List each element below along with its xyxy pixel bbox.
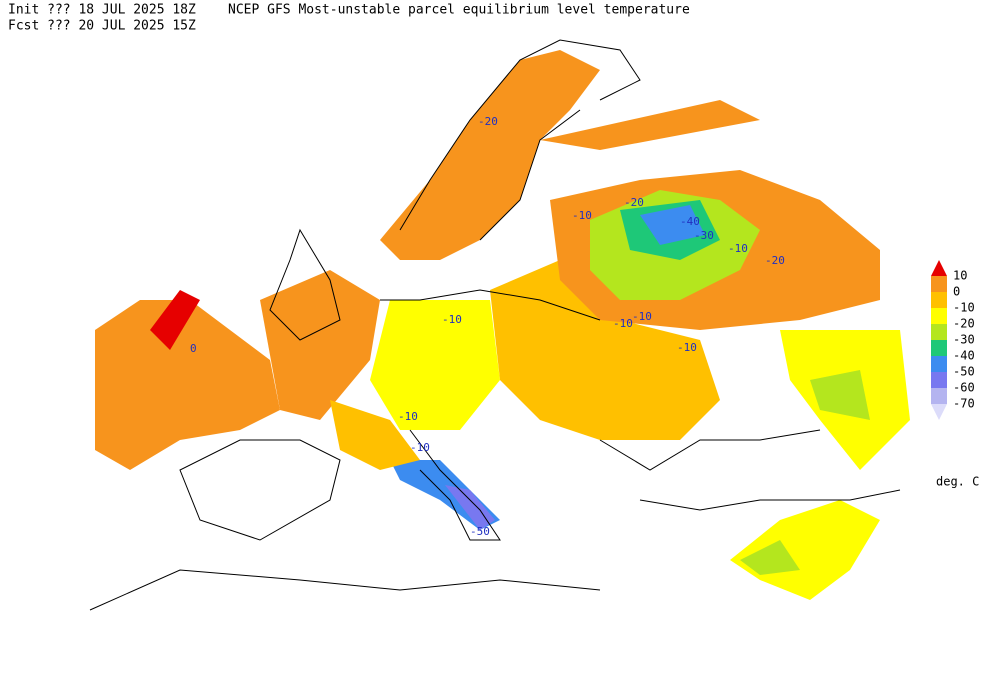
- colorbar-band: [931, 324, 947, 340]
- forecast-time: Fcst ??? 20 JUL 2025 15Z: [8, 19, 196, 34]
- title: NCEP GFS Most-unstable parcel equilibriu…: [228, 3, 690, 18]
- coastline: [380, 289, 601, 321]
- coastline: [269, 228, 341, 341]
- region: [380, 50, 600, 260]
- coastlines: [89, 39, 901, 611]
- colorbar-label: 0: [953, 285, 960, 299]
- region: [260, 270, 380, 420]
- coastline: [89, 569, 601, 611]
- region: [95, 300, 280, 470]
- contour-label: -20: [478, 115, 498, 128]
- colorbar-label: -10: [953, 301, 975, 315]
- region: [150, 290, 200, 350]
- contour-label: -10: [410, 441, 430, 454]
- contour-label: -10: [398, 410, 418, 423]
- colorbar-band: [931, 356, 947, 372]
- contour-label: -50: [470, 525, 490, 538]
- contour-label: -20: [765, 254, 785, 267]
- colorbar-band: [931, 276, 947, 292]
- colorbar-band: [931, 388, 947, 404]
- colorbar-band: [931, 292, 947, 308]
- region: [370, 300, 500, 430]
- contour-label: -10: [677, 341, 697, 354]
- contour-label: -10: [572, 209, 592, 222]
- colorbar-label: -40: [953, 349, 975, 363]
- colorbar-label: -20: [953, 317, 975, 331]
- colorbar-label: -50: [953, 365, 975, 379]
- region: [445, 485, 495, 530]
- colorbar-units: deg. C: [936, 475, 979, 489]
- contour-label: -40: [680, 215, 700, 228]
- region: [330, 400, 420, 470]
- coastline: [599, 429, 821, 471]
- init-time: Init ??? 18 JUL 2025 18Z: [8, 3, 196, 18]
- region: [730, 500, 880, 600]
- region: [740, 540, 800, 575]
- region: [640, 205, 705, 245]
- coastline: [179, 439, 341, 541]
- colorbar-label: 10: [953, 269, 967, 283]
- region: [540, 100, 760, 150]
- colorbar: 10 0 -10 -20 -30 -40 -50 -60 -70: [931, 260, 975, 420]
- region: [490, 260, 720, 440]
- contour-label: -20: [624, 196, 644, 209]
- coastline: [409, 429, 501, 541]
- colorbar-band: [931, 308, 947, 324]
- region: [810, 370, 870, 420]
- coastline: [399, 39, 641, 231]
- colorbar-band: [931, 340, 947, 356]
- contour-label: -30: [694, 229, 714, 242]
- coastline: [639, 489, 901, 511]
- contour-label: -10: [728, 242, 748, 255]
- colorbar-label: -60: [953, 381, 975, 395]
- colorbar-label: -30: [953, 333, 975, 347]
- field: [95, 50, 910, 600]
- contour-label: -10: [632, 310, 652, 323]
- contour-label: -10: [613, 317, 633, 330]
- coastline: [479, 109, 581, 241]
- colorbar-label: -70: [953, 397, 975, 411]
- contour-label: -10: [442, 313, 462, 326]
- contour-label: 0: [190, 342, 197, 355]
- contour-labels: -20 -10 -20 -40 -30 -10 -20 -10 -10 -10 …: [190, 115, 785, 538]
- colorbar-triangle: [931, 260, 947, 276]
- colorbar-triangle: [931, 404, 947, 420]
- colorbar-band: [931, 372, 947, 388]
